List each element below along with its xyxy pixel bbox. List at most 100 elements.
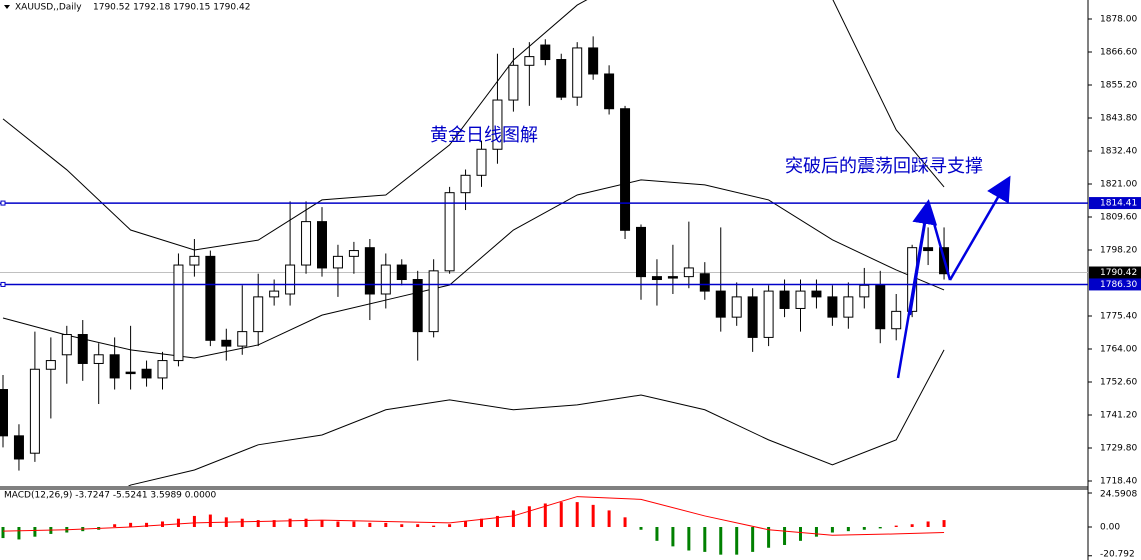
macd-bar xyxy=(799,527,802,541)
candle-body xyxy=(221,339,232,347)
candle-body xyxy=(253,296,264,333)
y-tick-label: 1878.00 xyxy=(1100,14,1137,24)
macd-bar xyxy=(113,524,117,528)
y2-tick-label: -20.792 xyxy=(1100,550,1135,560)
candle-body xyxy=(301,221,312,266)
macd-panel xyxy=(1,496,946,555)
candle-body xyxy=(683,267,694,278)
candle-body xyxy=(141,368,152,379)
macd-bar xyxy=(240,518,244,528)
macd-bar xyxy=(368,522,372,528)
y-tick-label: 1729.80 xyxy=(1100,443,1137,453)
macd-bar xyxy=(129,522,133,528)
candle-body xyxy=(285,264,296,295)
arrow xyxy=(948,175,1011,281)
menu-icon xyxy=(4,5,10,9)
candle-body xyxy=(93,354,104,364)
macd-bar xyxy=(256,520,260,528)
candle-body xyxy=(843,296,854,318)
candle-body xyxy=(77,334,88,364)
candle-body xyxy=(699,273,710,292)
y-tick-label: 1718.40 xyxy=(1100,476,1137,486)
macd-bar xyxy=(176,518,180,528)
macd-bar xyxy=(416,524,420,528)
y-tick-label: 1821.00 xyxy=(1100,179,1137,189)
y-tick-label: 1843.80 xyxy=(1100,113,1137,123)
macd-bar xyxy=(926,521,930,528)
macd-bar xyxy=(17,527,21,540)
level-label: 1786.30 xyxy=(1100,280,1137,290)
macd-bar xyxy=(288,518,292,528)
y-tick-label: 1866.60 xyxy=(1100,47,1137,57)
y2-tick-label: 24.5908 xyxy=(1100,490,1137,500)
macd-bar xyxy=(575,502,579,528)
candle-body xyxy=(779,290,790,309)
candle-body xyxy=(524,56,535,66)
band-line xyxy=(2,0,945,251)
macd-bar xyxy=(543,503,547,528)
macd-bar xyxy=(400,524,404,528)
macd-label: MACD(12,26,9) -3.7247 -5.5241 3.5989 0.0… xyxy=(4,491,217,501)
macd-bar xyxy=(591,504,595,528)
y2-tick-label: 0.00 xyxy=(1100,523,1120,533)
macd-bar xyxy=(878,527,882,529)
current-price-label: 1790.42 xyxy=(1100,268,1137,278)
macd-bar xyxy=(623,517,627,528)
annotation: 突破后的震荡回踩寻支撑 xyxy=(785,156,983,177)
candle-body xyxy=(620,108,631,231)
candle-body xyxy=(556,59,567,98)
level-handle xyxy=(0,281,6,287)
macd-bar xyxy=(495,515,499,528)
candle-body xyxy=(444,192,455,272)
candle-body xyxy=(348,250,359,257)
y-tick-label: 1855.20 xyxy=(1100,80,1137,90)
candle-body xyxy=(173,264,184,362)
macd-bar xyxy=(352,521,356,528)
macd-bar xyxy=(751,527,755,552)
y-tick-label: 1798.20 xyxy=(1100,245,1137,255)
candle-body xyxy=(332,255,343,269)
candle-body xyxy=(13,435,24,460)
macd-bar xyxy=(272,520,276,528)
level-handle xyxy=(0,200,6,206)
macd-bar xyxy=(320,520,324,528)
macd-bar xyxy=(767,527,771,548)
macd-bar xyxy=(862,527,866,530)
macd-bar xyxy=(894,525,898,528)
candle-body xyxy=(0,389,8,437)
macd-bar xyxy=(687,527,691,551)
macd-bar xyxy=(511,510,515,528)
candle-body xyxy=(811,290,822,298)
y-tick-label: 1752.60 xyxy=(1100,377,1137,387)
candle-body xyxy=(540,44,551,61)
y-tick-label: 1764.00 xyxy=(1100,344,1137,354)
macd-bar xyxy=(814,527,818,537)
macd-bar xyxy=(719,527,723,555)
candle-body xyxy=(492,99,503,150)
macd-bar xyxy=(655,527,659,541)
macd-bar xyxy=(384,522,388,528)
macd-bar xyxy=(942,520,946,528)
y-tick-label: 1832.40 xyxy=(1100,146,1137,156)
macd-bar xyxy=(1,527,5,539)
macd-bar xyxy=(161,521,164,528)
price-label-box xyxy=(1089,266,1141,279)
macd-bar xyxy=(735,527,739,555)
band-line xyxy=(127,349,945,486)
candle-body xyxy=(396,264,407,281)
macd-bar xyxy=(448,524,452,528)
macd-bar xyxy=(559,502,563,528)
macd-bar xyxy=(304,518,308,528)
candle-body xyxy=(237,331,248,347)
candle-body xyxy=(380,264,391,295)
candle-body xyxy=(763,290,774,338)
macd-bar xyxy=(846,527,850,532)
macd-bar xyxy=(208,514,212,528)
candle-body xyxy=(588,47,599,75)
y-tick-label: 1741.20 xyxy=(1100,410,1137,420)
candle-body xyxy=(269,290,280,298)
candle-body xyxy=(651,276,662,281)
candle-body xyxy=(109,354,120,379)
